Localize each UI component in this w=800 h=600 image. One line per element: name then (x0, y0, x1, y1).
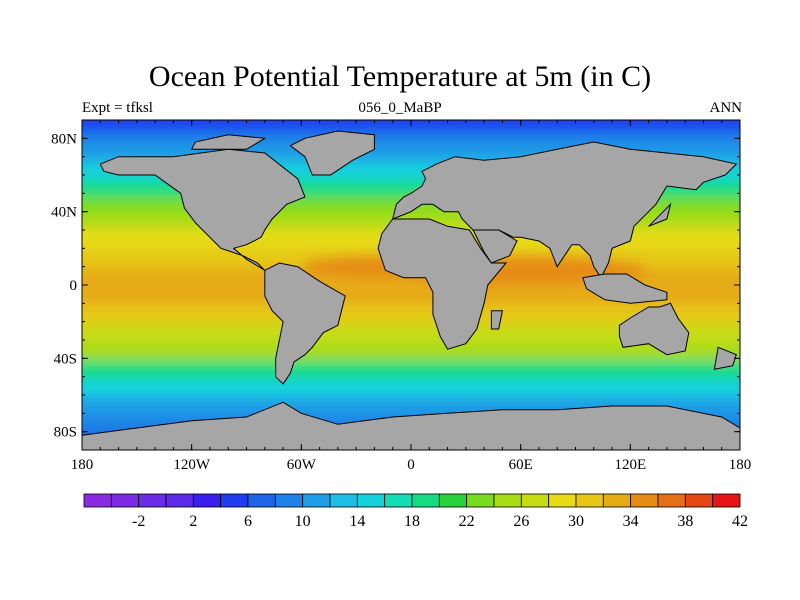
colorbar-swatch (329, 493, 358, 508)
colorbar-swatch (384, 493, 413, 508)
colorbar-swatch (302, 493, 331, 508)
colorbar-swatch (520, 493, 550, 508)
land-new-zealand (713, 346, 737, 370)
temperature-band (82, 360, 740, 379)
colorbar-label: 22 (459, 513, 475, 530)
colorbar-swatch (602, 493, 632, 508)
land-indonesia (582, 273, 668, 304)
colorbar-swatch (712, 493, 741, 508)
colorbar-swatch (630, 493, 659, 508)
land-japan (648, 202, 672, 227)
colorbar-label: 38 (677, 513, 693, 530)
lat-tick-label: 80N (51, 131, 77, 147)
colorbar-label: -2 (132, 513, 145, 530)
experiment-label: Expt = tfksl (82, 100, 153, 116)
temperature-band (82, 323, 740, 342)
season-label: ANN (709, 100, 743, 116)
colorbar-label: 42 (732, 513, 748, 530)
colorbar-label: 10 (295, 513, 311, 530)
lon-tick-label: 180 (729, 457, 752, 473)
lat-tick-label: 80S (54, 425, 77, 441)
colorbar-swatch (684, 493, 714, 508)
colorbar-swatch (274, 493, 304, 508)
colorbar-swatch (110, 493, 140, 508)
time-label: 056_0_MaBP (358, 100, 442, 116)
map-axes: 180 120W 60W 0 60E 120E 180 80N 40N 0 40S 80S (51, 119, 752, 473)
temperature-band (82, 341, 740, 361)
lon-tick-label: 120W (173, 457, 211, 473)
land-africa (377, 218, 508, 350)
temperature-band (82, 131, 740, 146)
lon-tick-label: 60W (287, 457, 317, 473)
colorbar-label: 26 (513, 513, 529, 530)
colorbar-swatch (247, 493, 276, 508)
land-south-america (264, 262, 346, 385)
colorbar-swatch (356, 493, 386, 508)
colorbar-swatch (165, 493, 194, 508)
land-antarctica (82, 401, 740, 450)
colorbar-swatch (657, 493, 686, 508)
colorbar-swatch (493, 493, 522, 508)
colorbar-swatch (466, 493, 495, 508)
land-greenland (289, 130, 375, 176)
colorbar-swatch (138, 493, 167, 508)
land-arctic-islands (190, 134, 267, 150)
colorbar-label: 6 (244, 513, 252, 530)
lon-tick-label: 120E (614, 457, 646, 473)
land-masses (82, 130, 740, 450)
land-north-america (99, 148, 306, 271)
temperature-band (82, 305, 740, 324)
colorbar-swatch (438, 493, 468, 508)
temperature-band (82, 378, 740, 397)
colorbar-label: 14 (349, 513, 365, 530)
land-madagascar (490, 310, 504, 330)
colorbar-swatch (548, 493, 577, 508)
lat-tick-label: 40S (54, 351, 77, 367)
colorbar-swatch (220, 493, 249, 508)
colorbar: -2 2 6 10 14 18 22 26 30 34 38 42 (83, 493, 748, 530)
colorbar-swatch (411, 493, 440, 508)
colorbar-swatch (192, 493, 222, 508)
land-australia (618, 302, 690, 356)
colorbar-swatch (83, 493, 112, 508)
temperature-band (82, 286, 740, 306)
lat-tick-label: 40N (51, 205, 77, 221)
lon-tick-label: 180 (71, 457, 94, 473)
lon-tick-label: 0 (407, 457, 415, 473)
colorbar-label: 2 (189, 513, 197, 530)
colorbar-label: 18 (404, 513, 420, 530)
lon-tick-label: 60E (509, 457, 533, 473)
map-title: Ocean Potential Temperature at 5m (in C) (148, 60, 652, 93)
colorbar-label: 34 (623, 513, 639, 530)
lat-tick-label: 0 (70, 278, 78, 294)
land-arabia (472, 229, 518, 264)
colorbar-swatch (575, 493, 604, 508)
colorbar-label: 30 (568, 513, 584, 530)
